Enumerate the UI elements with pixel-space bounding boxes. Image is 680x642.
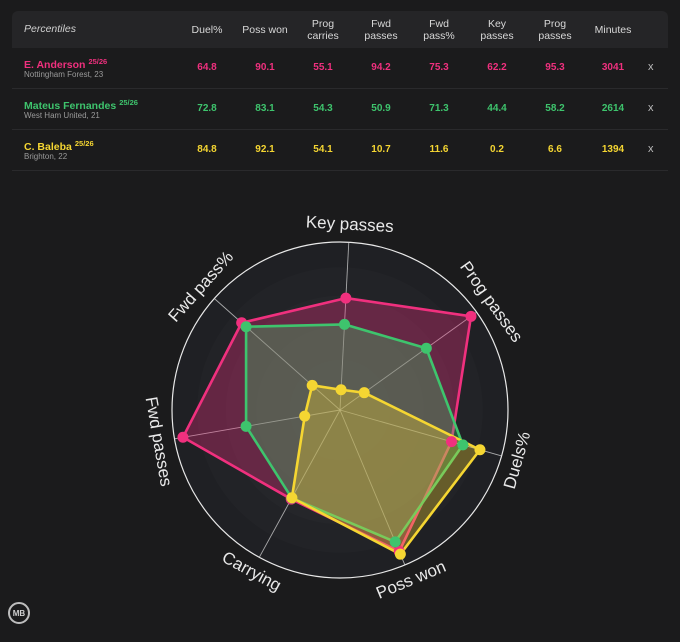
player-club: Brighton, 22 — [24, 152, 68, 161]
radar-point-2-3 — [394, 548, 406, 560]
player-row-baleba[interactable]: C. Baleba 25/26 Brighton, 22 84.8 92.1 54… — [12, 130, 668, 171]
radar-point-1-0 — [338, 318, 350, 330]
cell-fwd-passes: 50.9 — [371, 103, 391, 114]
cell-prog-passes: 58.2 — [545, 103, 565, 114]
cell-fwd-pass-pct: 11.6 — [429, 144, 449, 155]
player-name: E. Anderson 25/26 — [24, 57, 108, 71]
cell-prog-carries: 54.3 — [313, 103, 333, 114]
player-name: C. Baleba 25/26 — [24, 139, 94, 153]
cell-fwd-pass-pct: 71.3 — [429, 103, 449, 114]
remove-player-button[interactable]: x — [648, 61, 654, 73]
cell-duel: 64.8 — [197, 62, 217, 73]
radar-point-1-6 — [240, 321, 252, 333]
col-header-poss-won[interactable]: Poss won — [242, 23, 288, 36]
radar-spoke-4 — [258, 409, 341, 558]
radar-point-2-5 — [299, 410, 311, 422]
radar-point-2-2 — [474, 444, 486, 456]
cell-poss-won: 92.1 — [255, 144, 275, 155]
col-header-prog-carries[interactable]: Prog carries — [307, 17, 339, 42]
remove-player-button[interactable]: x — [648, 143, 654, 155]
radar-point-2-0 — [335, 384, 347, 396]
cell-duel: 72.8 — [197, 103, 217, 114]
radar-point-2-6 — [306, 379, 318, 391]
table-title: Percentiles — [24, 23, 76, 35]
radar-point-1-3 — [389, 536, 401, 548]
radar-point-0-2 — [445, 436, 457, 448]
cell-prog-passes: 6.6 — [548, 144, 562, 155]
cell-fwd-passes: 10.7 — [371, 144, 391, 155]
radar-spoke-5 — [174, 409, 341, 440]
radar-series-1 — [244, 323, 465, 544]
col-header-minutes[interactable]: Minutes — [594, 23, 632, 36]
cell-fwd-pass-pct: 75.3 — [429, 62, 449, 73]
radar-point-1-2 — [457, 439, 469, 451]
cell-key-passes: 0.2 — [490, 144, 504, 155]
radar-axis-label-5: Fwd passes — [142, 395, 176, 488]
cell-prog-carries: 54.1 — [313, 144, 333, 155]
radar-point-0-0 — [340, 292, 352, 304]
cell-key-passes: 44.4 — [487, 103, 507, 114]
cell-prog-passes: 95.3 — [545, 62, 565, 73]
cell-minutes: 1394 — [601, 144, 625, 155]
cell-key-passes: 62.2 — [487, 62, 507, 73]
cell-poss-won: 83.1 — [255, 103, 275, 114]
radar-point-2-4 — [286, 492, 298, 504]
radar-point-2-1 — [358, 387, 370, 399]
cell-duel: 84.8 — [197, 144, 217, 155]
logo: MB — [8, 602, 30, 624]
player-row-anderson[interactable]: E. Anderson 25/26 Nottingham Forest, 23 6… — [12, 48, 668, 89]
cell-minutes: 2614 — [601, 103, 625, 114]
remove-player-button[interactable]: x — [648, 102, 654, 114]
table-header: Percentiles Duel% Poss won Prog carries … — [12, 11, 668, 48]
col-header-duel[interactable]: Duel% — [191, 23, 223, 36]
percentile-table: Percentiles Duel% Poss won Prog carries … — [12, 11, 668, 171]
cell-fwd-passes: 94.2 — [371, 62, 391, 73]
radar-point-1-1 — [420, 342, 432, 354]
radar-point-0-5 — [177, 431, 189, 443]
cell-poss-won: 90.1 — [255, 62, 275, 73]
player-club: Nottingham Forest, 23 — [24, 70, 104, 79]
cell-prog-carries: 55.1 — [313, 62, 333, 73]
cell-minutes: 3041 — [601, 62, 625, 73]
col-header-prog-passes[interactable]: Prog passes — [538, 17, 572, 42]
radar-outer-ring — [171, 241, 509, 579]
player-name: Mateus Fernandes 25/26 — [24, 98, 138, 112]
radar-point-1-5 — [240, 420, 252, 432]
radar-spoke-6 — [214, 298, 341, 411]
player-row-fernandes[interactable]: Mateus Fernandes 25/26 West Ham United, 2… — [12, 89, 668, 130]
radar-point-0-1 — [465, 310, 477, 322]
radar-axis-label-0: Key passes — [305, 212, 394, 236]
player-club: West Ham United, 21 — [24, 111, 100, 120]
col-header-key-passes[interactable]: Key passes — [480, 17, 514, 42]
col-header-fwd-passes[interactable]: Fwd passes — [364, 17, 398, 42]
col-header-fwd-pass-pct[interactable]: Fwd pass% — [423, 17, 455, 42]
logo-text: MB — [12, 608, 26, 618]
